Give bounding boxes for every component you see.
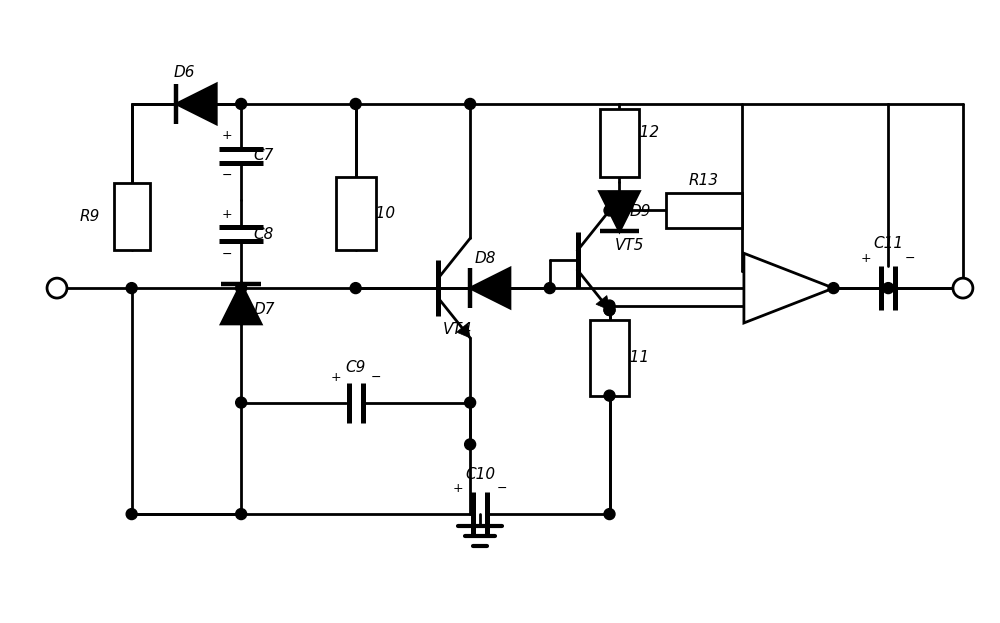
Text: C10: C10 <box>465 467 495 482</box>
Text: R11: R11 <box>619 350 650 365</box>
Text: VT5: VT5 <box>614 238 644 253</box>
Text: −: − <box>222 169 232 182</box>
Text: +: + <box>222 130 233 142</box>
Circle shape <box>604 305 615 315</box>
Polygon shape <box>744 254 834 323</box>
Circle shape <box>350 98 361 110</box>
Text: R10: R10 <box>366 206 396 221</box>
Circle shape <box>126 508 137 520</box>
Circle shape <box>236 397 247 408</box>
Circle shape <box>465 98 476 110</box>
Polygon shape <box>596 295 610 310</box>
Circle shape <box>614 205 625 216</box>
Circle shape <box>465 439 476 450</box>
Circle shape <box>604 205 615 216</box>
Bar <box>666 193 742 229</box>
Text: −: − <box>497 482 507 495</box>
Circle shape <box>465 397 476 408</box>
Circle shape <box>236 508 247 520</box>
Text: P1: P1 <box>785 281 802 295</box>
Circle shape <box>126 283 137 293</box>
Circle shape <box>350 283 361 293</box>
Text: D7: D7 <box>253 302 275 316</box>
Circle shape <box>828 283 839 293</box>
Text: −: − <box>750 300 762 313</box>
Polygon shape <box>600 191 639 231</box>
Circle shape <box>604 508 615 520</box>
Text: C11: C11 <box>873 235 903 251</box>
Text: −: − <box>370 371 381 384</box>
Circle shape <box>544 283 555 293</box>
Text: D9: D9 <box>629 204 651 219</box>
Text: C8: C8 <box>253 227 273 242</box>
Bar <box>600 109 639 176</box>
Text: +: + <box>330 371 341 384</box>
Circle shape <box>604 300 615 311</box>
Circle shape <box>47 278 67 298</box>
Text: +: + <box>750 263 762 277</box>
Text: D6: D6 <box>174 65 195 80</box>
Polygon shape <box>221 284 261 324</box>
Polygon shape <box>176 84 216 124</box>
Text: −: − <box>905 252 915 265</box>
Text: +: + <box>222 208 233 221</box>
Circle shape <box>883 283 894 293</box>
Circle shape <box>604 305 615 315</box>
Text: C9: C9 <box>345 360 366 375</box>
Bar <box>590 320 629 396</box>
Circle shape <box>614 205 625 216</box>
Text: D8: D8 <box>474 250 496 266</box>
Circle shape <box>236 283 247 293</box>
Circle shape <box>604 390 615 401</box>
Text: +: + <box>861 252 872 265</box>
Text: VT4: VT4 <box>443 323 473 338</box>
Text: C7: C7 <box>253 148 273 163</box>
Polygon shape <box>457 323 470 338</box>
Polygon shape <box>470 268 510 308</box>
Bar <box>336 176 376 250</box>
Bar <box>114 183 150 250</box>
Text: +: + <box>453 482 463 495</box>
Circle shape <box>953 278 973 298</box>
Circle shape <box>236 98 247 110</box>
Text: R12: R12 <box>629 125 660 140</box>
Text: R13: R13 <box>689 173 719 188</box>
Text: R9: R9 <box>80 209 100 224</box>
Text: −: − <box>222 248 232 261</box>
